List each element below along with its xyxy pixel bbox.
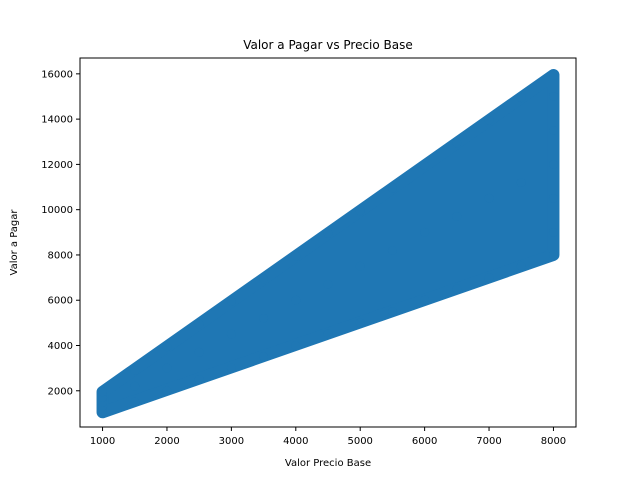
y-tick-label: 14000 [41, 115, 73, 126]
chart-title: Valor a Pagar vs Precio Base [243, 38, 413, 52]
x-tick-label: 7000 [476, 436, 501, 447]
scatter-point [162, 363, 172, 373]
scatter-point [548, 159, 558, 169]
scatter-point [323, 329, 333, 339]
scatter-point [420, 161, 430, 171]
scatter-point [452, 211, 462, 221]
y-tick-label: 2000 [48, 386, 73, 397]
scatter-point [291, 341, 301, 351]
scatter-point [194, 347, 204, 357]
y-tick-label: 6000 [48, 296, 73, 307]
y-tick-label: 10000 [41, 205, 73, 216]
scatter-point [226, 363, 236, 373]
x-tick-label: 1000 [90, 436, 115, 447]
scatter-point [420, 227, 430, 237]
scatter-point [130, 397, 140, 407]
scatter-point [162, 342, 172, 352]
scatter-point [162, 386, 172, 396]
scatter-point [452, 284, 462, 294]
scatter-point [548, 227, 558, 237]
scatter-point [516, 261, 526, 271]
x-tick-label: 8000 [541, 436, 566, 447]
x-tick-label: 4000 [283, 436, 308, 447]
scatter-point [484, 115, 494, 125]
y-tick-label: 8000 [48, 250, 73, 261]
scatter-point [387, 307, 397, 317]
x-tick-label: 3000 [219, 436, 244, 447]
scatter-point [194, 319, 204, 329]
scatter-point [194, 374, 204, 384]
scatter-point [98, 387, 108, 397]
x-tick-label: 6000 [412, 436, 437, 447]
y-tick-label: 4000 [48, 341, 73, 352]
plot-frame [79, 57, 577, 428]
scatter-point [484, 273, 494, 283]
scatter-point [548, 193, 558, 203]
scatter-point [548, 125, 558, 135]
scatter-point [452, 138, 462, 148]
scatter-point [226, 296, 236, 306]
scatter-point [291, 295, 301, 305]
y-axis-label: Valor a Pagar [9, 209, 20, 276]
scatter-point [484, 193, 494, 203]
scatter-point [516, 178, 526, 188]
scatter-point [323, 228, 333, 238]
scatter-point [548, 91, 558, 101]
scatter-point [259, 274, 269, 284]
x-axis-ticks: 1000 2000 3000 4000 5000 6000 7000 8000 [90, 427, 566, 447]
scatter-point [226, 329, 236, 339]
x-axis-label: Valor Precio Base [285, 458, 371, 469]
x-tick-label: 5000 [347, 436, 372, 447]
scatter-point [387, 183, 397, 193]
scatter-point [259, 313, 269, 323]
scatter-point [355, 261, 365, 271]
scatter-point [387, 245, 397, 255]
scatter-point [130, 365, 140, 375]
scatter-point [548, 250, 558, 260]
scatter-point [420, 295, 430, 305]
scatter-point [291, 251, 301, 261]
y-tick-label: 12000 [41, 160, 73, 171]
y-tick-label: 16000 [41, 69, 73, 80]
scatter-point [355, 206, 365, 216]
scatter-point [130, 381, 140, 391]
scatter-point [516, 93, 526, 103]
y-axis-ticks: 2000 4000 6000 8000 10000 12000 14000 16000 [41, 69, 80, 397]
scatter-point [548, 70, 558, 80]
scatter-point [259, 352, 269, 362]
scatter-point [355, 318, 365, 328]
scatter-points [96, 68, 560, 419]
x-tick-label: 2000 [154, 436, 179, 447]
scatter-point [323, 279, 333, 289]
